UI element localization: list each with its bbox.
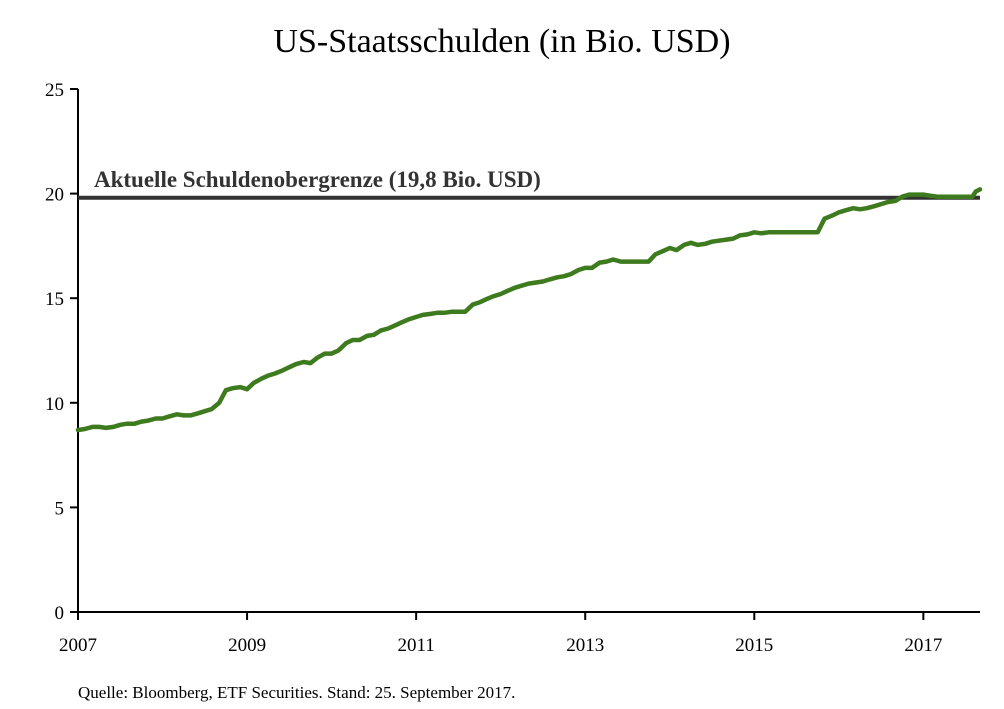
- x-tick-label: 2009: [228, 635, 266, 656]
- y-tick-label: 20: [45, 185, 64, 206]
- x-tick-label: 2007: [59, 635, 97, 656]
- y-tick-label: 25: [45, 80, 64, 101]
- x-tick-label: 2017: [904, 635, 942, 656]
- x-axis: 2007 2009 2011 2013 2015 2017: [59, 611, 980, 656]
- series-group: [75, 187, 983, 433]
- x-tick-label: 2011: [397, 635, 434, 656]
- y-tick-label: 0: [55, 603, 65, 624]
- chart-title: US-Staatsschulden (in Bio. USD): [273, 23, 730, 60]
- x-tick-label: 2013: [566, 635, 604, 656]
- y-tick-label: 5: [55, 498, 65, 519]
- x-tick-label: 2015: [735, 635, 773, 656]
- debt-series-line: [75, 187, 983, 433]
- y-axis: 0 5 10 15 20 25: [45, 80, 79, 624]
- reference-line-group: Aktuelle Schuldenobergrenze (19,8 Bio. U…: [78, 167, 980, 200]
- y-tick-label: 15: [45, 289, 64, 310]
- source-note: Quelle: Bloomberg, ETF Securities. Stand…: [78, 683, 515, 702]
- debt-ceiling-label: Aktuelle Schuldenobergrenze (19,8 Bio. U…: [94, 167, 541, 192]
- y-tick-label: 10: [45, 394, 64, 415]
